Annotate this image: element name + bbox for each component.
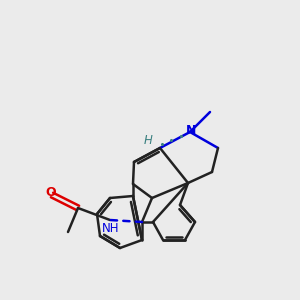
Text: N: N [186,124,196,136]
Text: H: H [144,134,152,148]
Text: O: O [46,185,56,199]
Text: NH: NH [102,223,120,236]
